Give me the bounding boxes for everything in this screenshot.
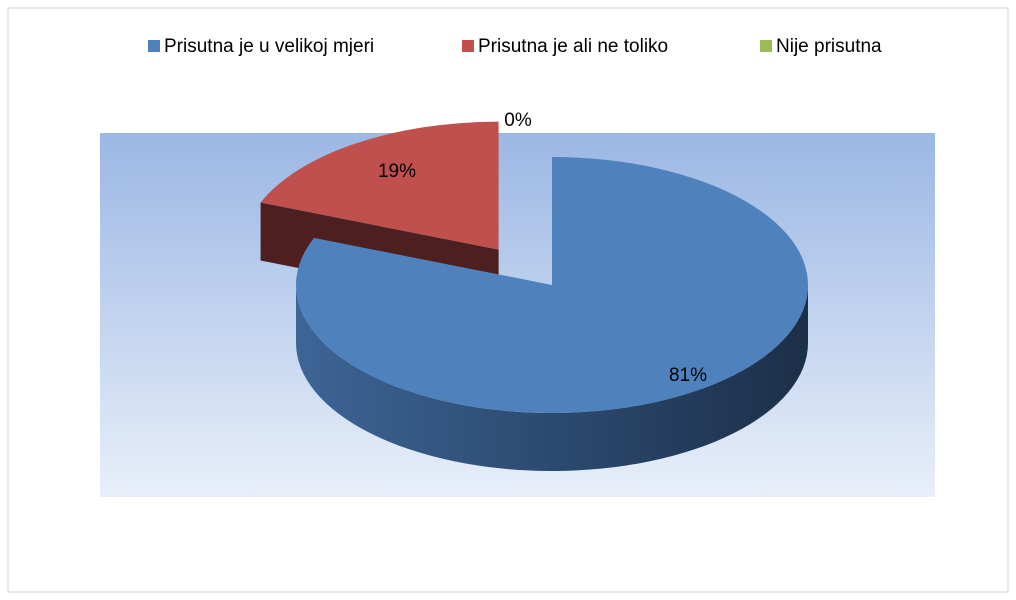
legend-swatch bbox=[462, 40, 474, 52]
data-label: 19% bbox=[378, 161, 416, 182]
slice-top bbox=[260, 121, 499, 250]
legend-label: Prisutna je ali ne toliko bbox=[478, 36, 668, 57]
data-label: 0% bbox=[504, 110, 532, 131]
legend-label: Nije prisutna bbox=[776, 36, 882, 57]
legend-swatch bbox=[148, 40, 160, 52]
legend-label: Prisutna je u velikoj mjeri bbox=[164, 36, 374, 57]
legend-swatch bbox=[760, 40, 772, 52]
slice-top bbox=[296, 157, 809, 414]
data-label: 81% bbox=[669, 365, 707, 386]
pie-slice bbox=[296, 157, 809, 471]
slice-side bbox=[296, 285, 808, 471]
